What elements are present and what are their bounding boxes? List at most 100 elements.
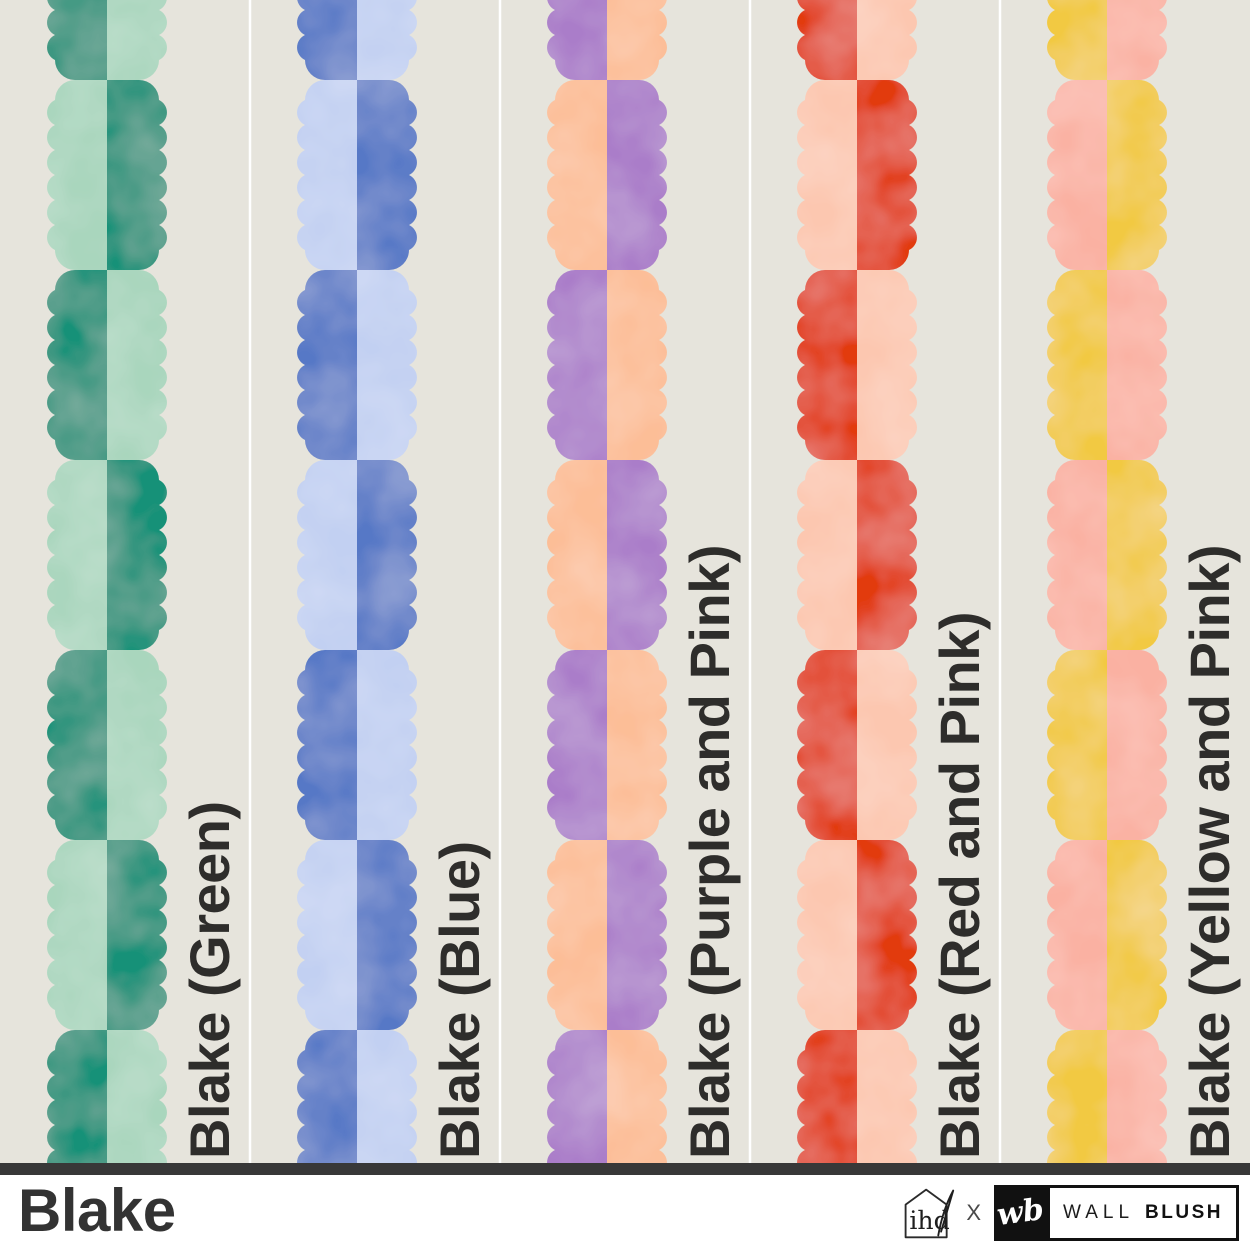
scallop-block-left [47,270,107,460]
ihd-d-flourish [937,1189,955,1236]
scallop-block-right [607,460,667,650]
ihd-house-icon [904,1188,948,1238]
scallop-block-right [107,460,167,650]
scallop-block-right [357,270,417,460]
scallop-block-left [547,460,607,650]
swatch-column-1 [47,0,167,1163]
swatch-label: Blake (Green) [178,801,241,1159]
scallop-block-left [297,80,357,270]
scallop-block-right [857,840,917,1030]
scallop-block-left [797,270,857,460]
ihd-logo-text: ihd [910,1205,950,1234]
scallop-block-right [857,270,917,460]
scallop-block-right [1107,460,1167,650]
wallblush-logo: wb WALL BLUSH [994,1184,1239,1241]
pattern-title: Blake [18,1176,176,1244]
swatch-label: Blake (Red and Pink) [928,611,991,1159]
scallop-block-right [107,840,167,1030]
swatch-label: Blake (Purple and Pink) [678,545,741,1159]
scallop-block-left [297,650,357,840]
scallop-block-left [797,650,857,840]
scallop-block-left [47,80,107,270]
scallop-block-right [607,1030,667,1163]
scallop-block-left [797,80,857,270]
scallop-block-right [1107,1030,1167,1163]
scallop-block-right [357,0,417,80]
scallop-block-right [857,1030,917,1163]
scallop-block-right [1107,650,1167,840]
scallop-block-right [357,80,417,270]
scallop-block-left [547,270,607,460]
scallop-block-left [47,1030,107,1163]
scallop-block-left [547,840,607,1030]
column-separator [748,0,752,1163]
scallop-block-right [857,460,917,650]
scallop-block-left [1047,80,1107,270]
swatch-column-3 [547,0,667,1163]
swatch-label: Blake (Blue) [428,841,491,1159]
scallop-block-right [357,1030,417,1163]
swatch-column-2 [297,0,417,1163]
footer: Blake ihd X wb WALL BLUSH [0,1175,1250,1250]
scallop-block-left [47,0,107,80]
wallblush-wordmark: WALL BLUSH [1047,1184,1239,1241]
scallop-block-left [297,270,357,460]
footer-logos: ihd X wb WALL BLUSH [900,1184,1239,1242]
scallop-block-right [857,80,917,270]
word-wall: WALL [1063,1201,1135,1223]
scallop-block-left [297,460,357,650]
scallop-block-left [797,0,857,80]
scallop-block-left [1047,0,1107,80]
scallop-block-right [607,650,667,840]
wallpaper-pattern-area [0,0,1250,1163]
scallop-block-right [857,650,917,840]
scallop-block-left [47,460,107,650]
scallop-block-left [1047,650,1107,840]
scallop-block-left [47,650,107,840]
scallop-block-left [547,650,607,840]
wb-monogram: wb [994,1184,1047,1241]
scallop-block-right [607,840,667,1030]
column-separator [498,0,502,1163]
scallop-block-left [1047,1030,1107,1163]
swatch-label: Blake (Yellow and Pink) [1178,544,1241,1159]
scallop-block-right [607,0,667,80]
wb-monogram-text: wb [994,1191,1047,1234]
scallop-block-left [547,0,607,80]
collab-x-symbol: X [966,1199,981,1225]
word-blush: BLUSH [1145,1201,1223,1223]
scallop-block-right [107,1030,167,1163]
column-separator [248,0,252,1163]
scallop-block-right [357,460,417,650]
scallop-block-left [1047,460,1107,650]
scallop-block-left [297,840,357,1030]
scallop-block-right [1107,0,1167,80]
scallop-block-left [297,1030,357,1163]
scallop-block-left [1047,840,1107,1030]
swatch-column-4 [797,0,917,1163]
scallop-block-right [107,0,167,80]
scallop-block-left [297,0,357,80]
scallop-block-right [357,650,417,840]
scallop-block-right [1107,270,1167,460]
scallop-block-left [1047,270,1107,460]
swatch-column-5 [1047,0,1167,1163]
scallop-block-right [107,270,167,460]
scallop-block-right [107,650,167,840]
scallop-block-right [107,80,167,270]
scallop-block-right [607,80,667,270]
scallop-block-left [797,460,857,650]
scallop-block-right [1107,80,1167,270]
scallop-block-right [857,0,917,80]
divider-bar [0,1163,1250,1175]
scallop-block-left [797,1030,857,1163]
scallop-block-right [1107,840,1167,1030]
scallop-block-right [357,840,417,1030]
scallop-block-left [47,840,107,1030]
scallop-block-left [547,80,607,270]
scallop-block-right [607,270,667,460]
scallop-block-left [547,1030,607,1163]
wallpaper-pattern [0,0,1250,1163]
scallop-block-left [797,840,857,1030]
